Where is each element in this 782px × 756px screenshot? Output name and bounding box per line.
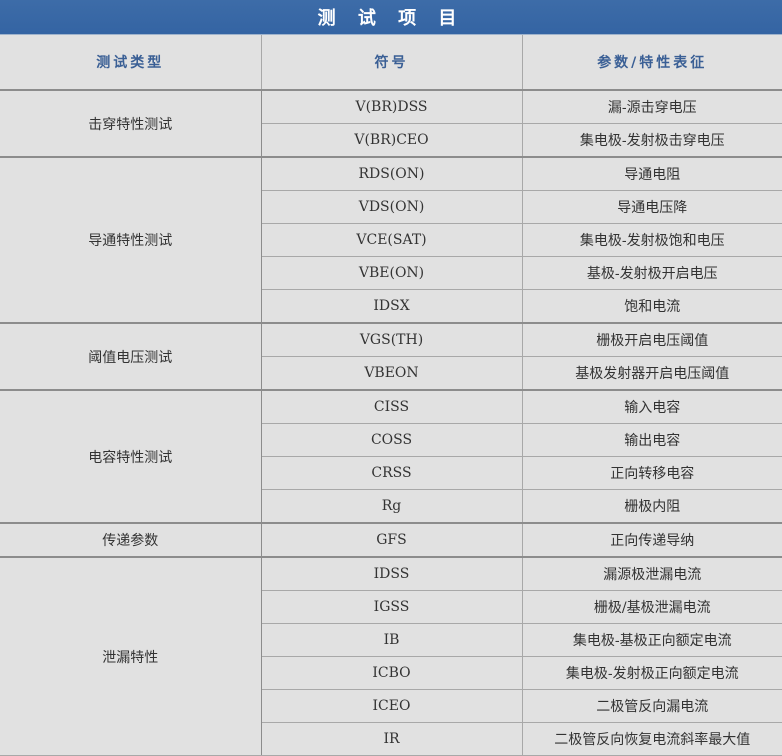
symbol-cell: ICEO — [261, 689, 523, 723]
parameter-cell: 正向传递导纳 — [521, 522, 782, 558]
table-row: VBEON 基极发射器开启电压阈值 — [0, 356, 782, 391]
symbol-cell: V(BR)DSS — [260, 89, 523, 124]
parameter-cell: 栅极内阻 — [521, 489, 782, 524]
header-parameter: 参数/特性表征 — [521, 35, 782, 91]
table-title: 测 试 项 目 — [0, 0, 782, 35]
symbol-cell: VBEON — [261, 356, 523, 391]
symbol-cell: GFS — [260, 522, 523, 558]
symbol-cell: CISS — [260, 389, 523, 424]
symbol-cell: CRSS — [261, 456, 523, 490]
test-type-cell: 传递参数 — [0, 522, 262, 558]
test-type-cell: 泄漏特性 — [0, 556, 262, 756]
symbol-cell: RDS(ON) — [260, 156, 523, 191]
parameter-cell: 导通电压降 — [521, 190, 782, 224]
parameter-cell: 输出电容 — [521, 423, 782, 457]
test-type-cell: 电容特性测试 — [0, 389, 262, 524]
symbol-cell: IGSS — [261, 590, 523, 624]
symbol-cell: IDSX — [261, 289, 523, 324]
table-row: 泄漏特性 IDSS 漏源极泄漏电流 — [0, 556, 782, 756]
symbol-cell: V(BR)CEO — [261, 123, 523, 158]
header-row: 测试类型 符号 参数/特性表征 — [0, 35, 782, 91]
symbol-cell: IDSS — [260, 556, 523, 591]
parameter-cell: 漏源极泄漏电流 — [521, 556, 782, 591]
symbol-cell: IB — [261, 623, 523, 657]
parameter-cell: 栅极开启电压阈值 — [521, 322, 782, 357]
parameter-cell: 集电极-发射极击穿电压 — [521, 123, 782, 158]
symbol-cell: VGS(TH) — [260, 322, 523, 357]
table-row: 击穿特性测试 V(BR)DSS 漏-源击穿电压 — [0, 89, 782, 158]
table-row: CRSS 正向转移电容 — [0, 456, 782, 490]
symbol-cell: VCE(SAT) — [261, 223, 523, 257]
test-type-cell: 阈值电压测试 — [0, 322, 262, 391]
parameter-cell: 饱和电流 — [521, 289, 782, 324]
table-row: V(BR)CEO 集电极-发射极击穿电压 — [0, 123, 782, 158]
parameter-cell: 输入电容 — [521, 389, 782, 424]
parameter-cell: 基极发射器开启电压阈值 — [521, 356, 782, 391]
header-test-type: 测试类型 — [0, 35, 262, 91]
table-row: 导通特性测试 RDS(ON) 导通电阻 — [0, 156, 782, 324]
parameter-cell: 集电极-发射极饱和电压 — [521, 223, 782, 257]
test-type-cell: 击穿特性测试 — [0, 89, 262, 158]
parameter-cell: 导通电阻 — [521, 156, 782, 191]
parameter-cell: 漏-源击穿电压 — [521, 89, 782, 124]
parameter-cell: 二极管反向漏电流 — [521, 689, 782, 723]
parameter-cell: 栅极/基极泄漏电流 — [521, 590, 782, 624]
symbol-cell: VDS(ON) — [261, 190, 523, 224]
parameter-cell: 二极管反向恢复电流斜率最大值 — [521, 722, 782, 756]
parameter-cell: 集电极-基极正向额定电流 — [521, 623, 782, 657]
symbol-cell: COSS — [261, 423, 523, 457]
table-row: ICBO 集电极-发射极正向额定电流 — [0, 656, 782, 690]
table-row: VBE(ON) 基极-发射极开启电压 — [0, 256, 782, 290]
test-items-table: 测试类型 符号 参数/特性表征 击穿特性测试 V(BR)DSS 漏-源击穿电压 V(B… — [0, 35, 782, 756]
table-row: IDSX 饱和电流 — [0, 289, 782, 324]
symbol-cell: VBE(ON) — [261, 256, 523, 290]
symbol-cell: ICBO — [261, 656, 523, 690]
test-type-cell: 导通特性测试 — [0, 156, 262, 324]
parameter-cell: 集电极-发射极正向额定电流 — [521, 656, 782, 690]
header-symbol: 符号 — [260, 35, 523, 91]
parameter-cell: 基极-发射极开启电压 — [521, 256, 782, 290]
table-row: COSS 输出电容 — [0, 423, 782, 457]
table-row: Rg 栅极内阻 — [0, 489, 782, 524]
table-row: 传递参数 GFS 正向传递导纳 — [0, 522, 782, 558]
table-row: 电容特性测试 CISS 输入电容 — [0, 389, 782, 524]
symbol-cell: Rg — [261, 489, 523, 524]
parameter-cell: 正向转移电容 — [521, 456, 782, 490]
table-row: 阈值电压测试 VGS(TH) 栅极开启电压阈值 — [0, 322, 782, 391]
table-row: IR 二极管反向恢复电流斜率最大值 — [0, 722, 782, 756]
